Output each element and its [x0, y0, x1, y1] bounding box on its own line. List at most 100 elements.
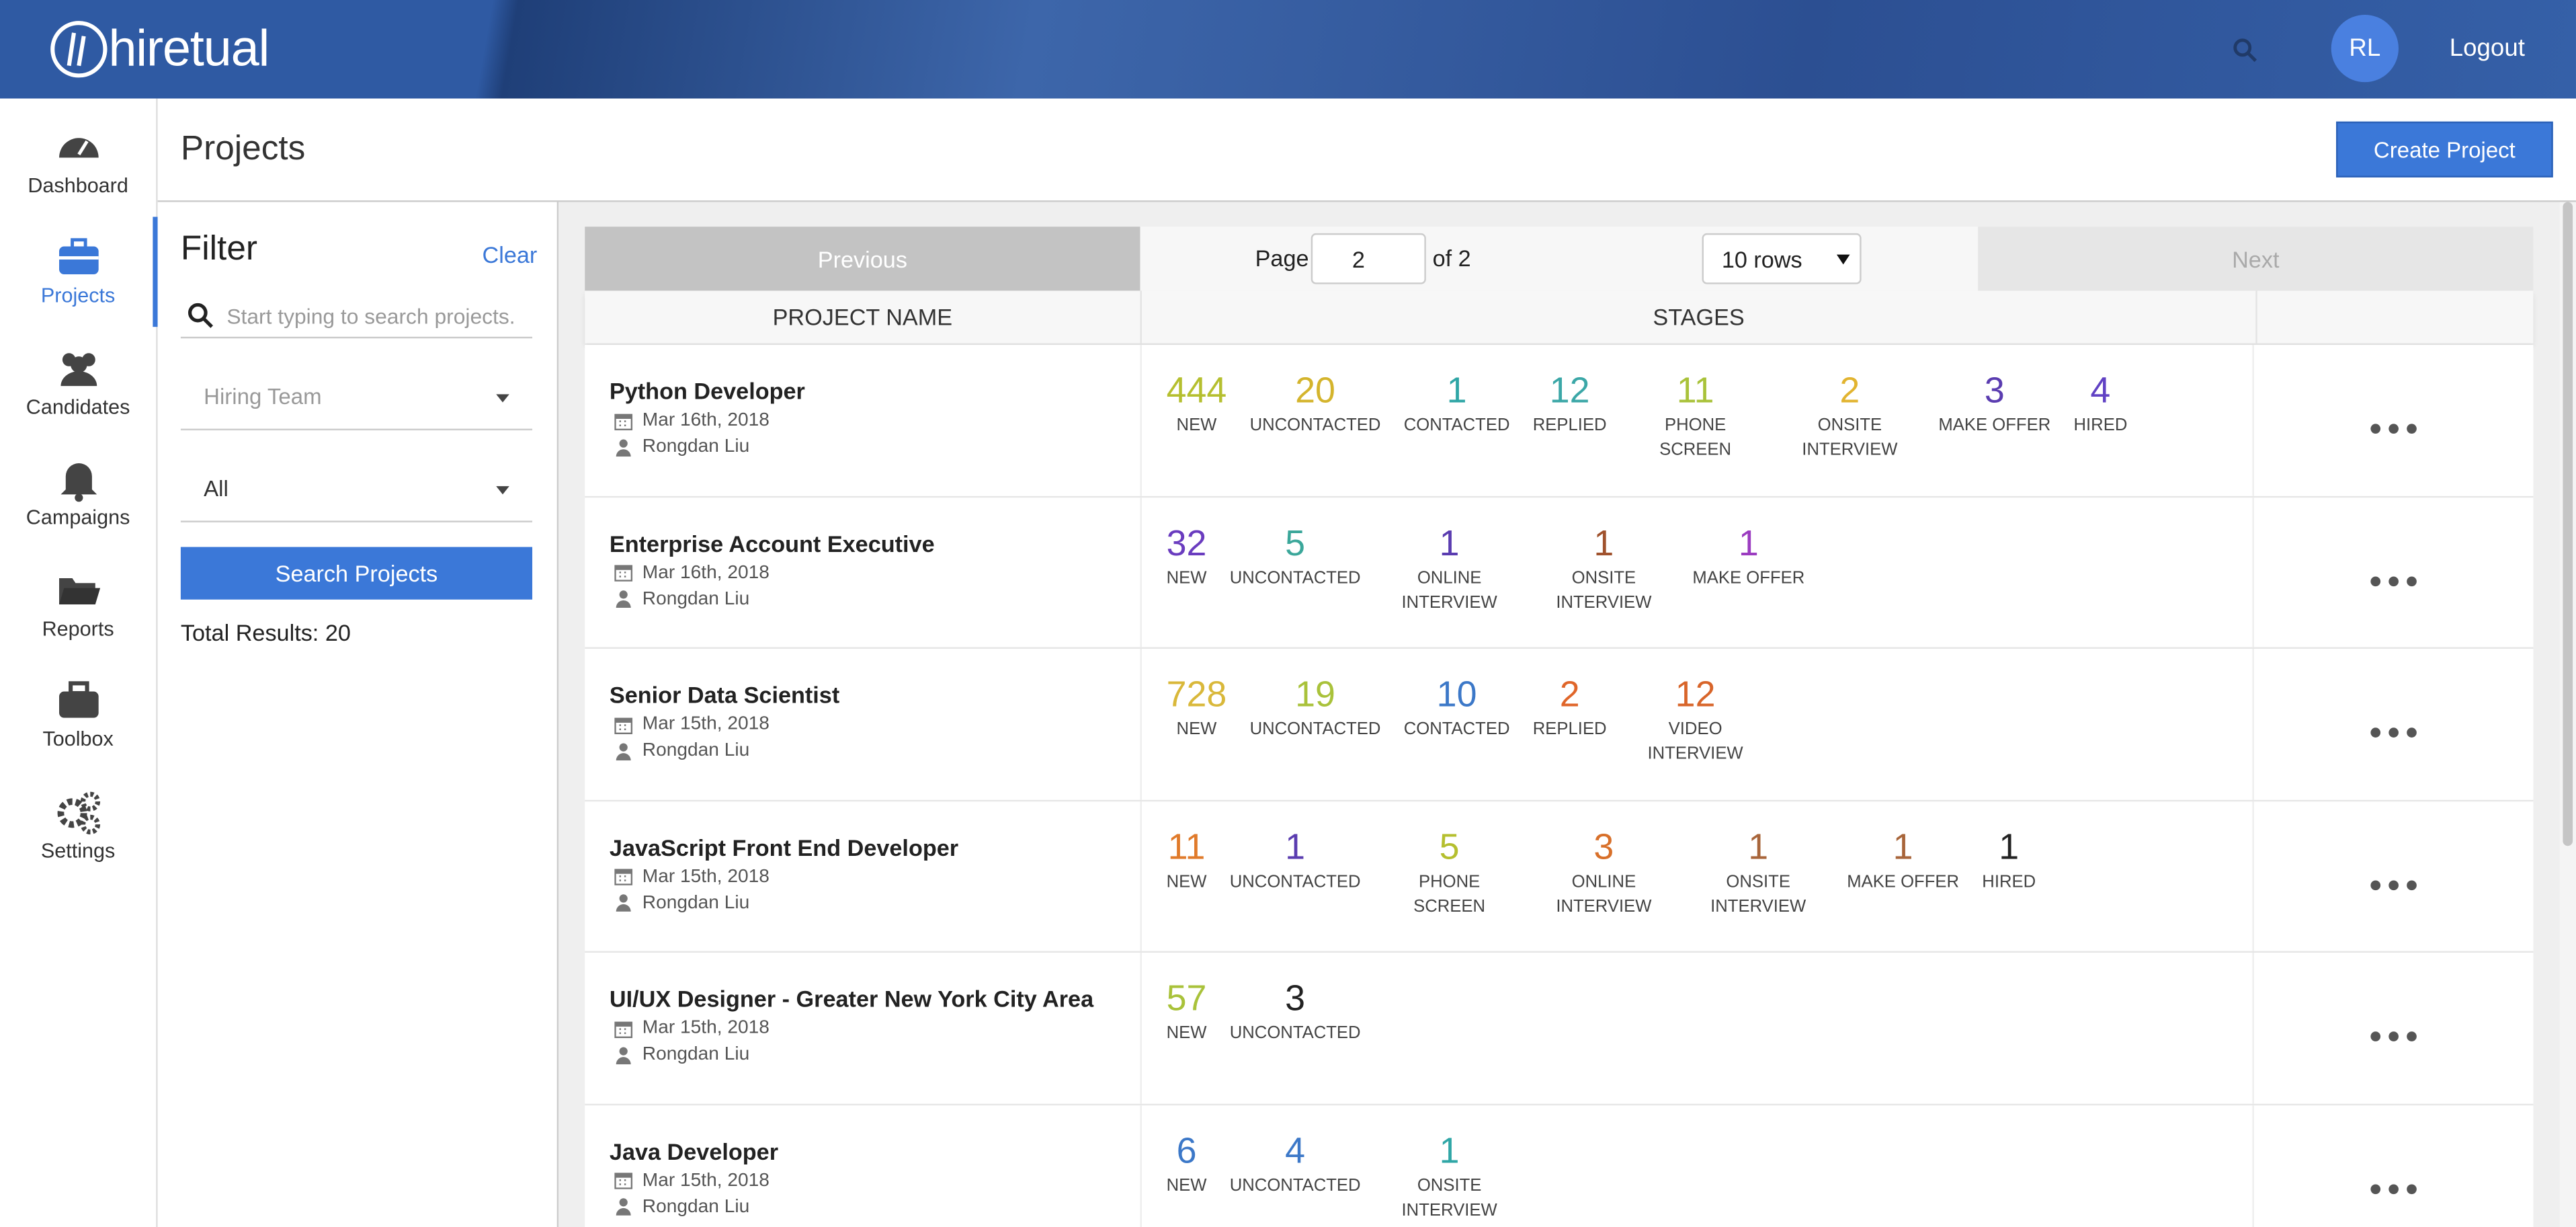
stage[interactable]: 1 ONLINE INTERVIEW: [1384, 520, 1515, 615]
nav-item[interactable]: Candidates: [0, 327, 156, 438]
status-select[interactable]: All: [180, 457, 533, 522]
nav-item[interactable]: Projects: [0, 216, 158, 327]
ellipsis-icon: [2370, 1031, 2417, 1041]
more-menu[interactable]: [2369, 1174, 2418, 1203]
stage-count: 444: [1166, 369, 1227, 411]
nav-item[interactable]: Reports: [0, 549, 156, 660]
stage[interactable]: 57 NEW: [1167, 976, 1207, 1046]
stage-count: 3: [1285, 977, 1306, 1019]
nav-item[interactable]: Toolbox: [0, 660, 156, 770]
stage[interactable]: 4 UNCONTACTED: [1230, 1127, 1361, 1198]
more-menu[interactable]: [2369, 414, 2418, 444]
project-row[interactable]: Python Developer Mar 16th, 2018 Rongdan Li…: [585, 345, 2534, 498]
logo[interactable]: hiretual: [49, 19, 269, 79]
scrollbar[interactable]: [2559, 202, 2576, 1227]
stage-count: 57: [1166, 977, 1207, 1019]
stage[interactable]: 1 MAKE OFFER: [1847, 824, 1959, 894]
stage-count: 5: [1285, 521, 1306, 563]
nav-icon: [58, 578, 99, 604]
page-input[interactable]: 2: [1311, 233, 1426, 284]
stage[interactable]: 10 CONTACTED: [1404, 672, 1510, 742]
stage-count: 1: [1439, 521, 1460, 563]
calendar-icon: [614, 1021, 633, 1037]
logout[interactable]: Logout: [2449, 34, 2525, 63]
select-text: All: [204, 476, 228, 502]
stage[interactable]: 3 ONLINE INTERVIEW: [1538, 824, 1670, 919]
stage[interactable]: 12 REPLIED: [1533, 368, 1607, 438]
avatar[interactable]: RL: [2331, 14, 2399, 83]
create-project-button[interactable]: Create Project: [2336, 121, 2553, 177]
nav-label: Campaigns: [26, 506, 130, 530]
table-header: PROJECT NAME STAGES: [585, 290, 2534, 344]
stage[interactable]: 1 ONSITE INTERVIEW: [1538, 520, 1670, 615]
project-name[interactable]: Enterprise Account Executive: [609, 529, 935, 556]
project-owner: Rongdan Liu: [614, 893, 749, 912]
stages: 728 NEW 19 UNCONTACTED 10 CONTACTED 2 REPLIED 12…: [1140, 649, 2254, 799]
stage-label: NEW: [1166, 871, 1207, 892]
stage[interactable]: 728 NEW: [1167, 672, 1227, 742]
stage[interactable]: 11 NEW: [1167, 824, 1207, 894]
project-name[interactable]: UI/UX Designer - Greater New York City A…: [609, 985, 1094, 1012]
ellipsis-icon: [2370, 727, 2417, 738]
stage[interactable]: 6 NEW: [1167, 1127, 1207, 1198]
stage[interactable]: 11 PHONE SCREEN: [1630, 368, 1761, 463]
title-bar: Projects Create Project: [157, 98, 2576, 202]
stage[interactable]: 5 PHONE SCREEN: [1384, 824, 1515, 919]
stage[interactable]: 4 HIRED: [2073, 368, 2127, 438]
stage[interactable]: 3 MAKE OFFER: [1938, 368, 2050, 438]
next-button[interactable]: Next: [1978, 227, 2534, 291]
stage-count: 6: [1176, 1129, 1197, 1171]
search-icon[interactable]: [2233, 38, 2257, 63]
stage-count: 1: [1285, 825, 1306, 867]
previous-button[interactable]: Previous: [585, 227, 1140, 291]
more-menu[interactable]: [2369, 870, 2418, 900]
project-row[interactable]: Senior Data Scientist Mar 15th, 2018 Rongd…: [585, 649, 2534, 801]
project-row[interactable]: Enterprise Account Executive Mar 16th, 20…: [585, 497, 2534, 649]
rows-select[interactable]: 10 rows: [1702, 233, 1862, 284]
user-icon: [616, 894, 631, 912]
project-date: Mar 15th, 2018: [614, 715, 770, 734]
total-results: Total Results: 20: [180, 619, 351, 646]
stage[interactable]: 3 UNCONTACTED: [1230, 976, 1361, 1046]
stage[interactable]: 1 CONTACTED: [1404, 368, 1510, 438]
project-table-area: Previous Page 2 of 2 10 rows Next PROJEC…: [558, 202, 2576, 1227]
nav-item[interactable]: Dashboard: [0, 105, 156, 216]
nav-item[interactable]: Campaigns: [0, 438, 156, 549]
project-row[interactable]: JavaScript Front End Developer Mar 15th, …: [585, 801, 2534, 953]
more-menu[interactable]: [2369, 1022, 2418, 1052]
stage-label: ONSITE INTERVIEW: [1401, 1175, 1497, 1220]
search-input[interactable]: Start typing to search projects.: [180, 294, 533, 339]
stage[interactable]: 444 NEW: [1167, 368, 1227, 438]
owner-text: Rongdan Liu: [642, 892, 750, 913]
more-menu[interactable]: [2369, 566, 2418, 596]
project-name[interactable]: JavaScript Front End Developer: [609, 833, 959, 860]
stage[interactable]: 1 ONSITE INTERVIEW: [1384, 1127, 1515, 1223]
stage[interactable]: 1 ONSITE INTERVIEW: [1692, 824, 1824, 919]
clear-link[interactable]: Clear: [482, 241, 538, 268]
stage[interactable]: 20 UNCONTACTED: [1250, 368, 1381, 438]
stage[interactable]: 12 VIDEO INTERVIEW: [1630, 672, 1761, 767]
stage[interactable]: 1 MAKE OFFER: [1692, 520, 1804, 590]
project-date: Mar 15th, 2018: [614, 1019, 770, 1038]
logo-icon: [50, 21, 108, 78]
search-projects-button[interactable]: Search Projects: [180, 547, 533, 600]
stage[interactable]: 1 HIRED: [1982, 824, 2036, 894]
stage[interactable]: 32 NEW: [1167, 520, 1207, 590]
stage[interactable]: 1 UNCONTACTED: [1230, 824, 1361, 894]
nav-item[interactable]: Settings: [0, 770, 156, 881]
project-name[interactable]: Java Developer: [609, 1137, 779, 1164]
scroll-thumb[interactable]: [2563, 202, 2573, 846]
more-menu[interactable]: [2369, 718, 2418, 748]
stage-label: UNCONTACTED: [1229, 567, 1361, 588]
project-name[interactable]: Python Developer: [609, 377, 805, 405]
stage[interactable]: 2 ONSITE INTERVIEW: [1784, 368, 1916, 463]
hiring-team-select[interactable]: Hiring Team: [180, 364, 533, 431]
stage[interactable]: 2 REPLIED: [1533, 672, 1607, 742]
project-row[interactable]: UI/UX Designer - Greater New York City A…: [585, 952, 2534, 1105]
project-name[interactable]: Senior Data Scientist: [609, 681, 840, 708]
project-row[interactable]: Java Developer Mar 15th, 2018 Rongdan Liu 6…: [585, 1104, 2534, 1227]
stage[interactable]: 19 UNCONTACTED: [1250, 672, 1381, 742]
stage[interactable]: 5 UNCONTACTED: [1230, 520, 1361, 590]
active-indicator: [153, 216, 158, 327]
stage-label: MAKE OFFER: [1692, 567, 1805, 588]
